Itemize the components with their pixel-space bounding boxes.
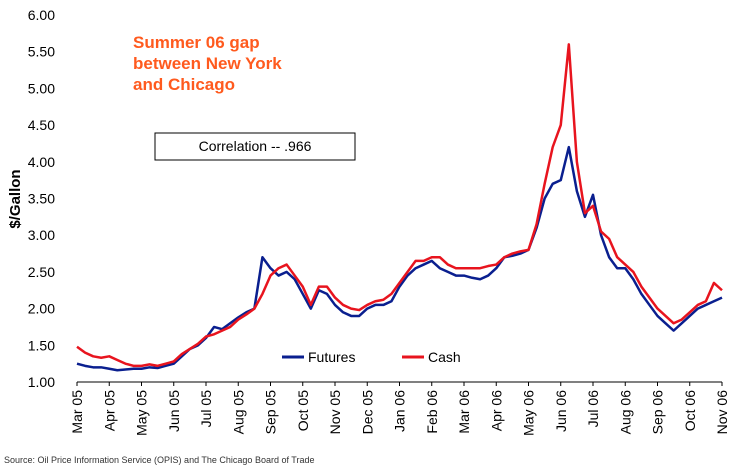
x-tick-label: Sep 05 (263, 390, 279, 435)
y-tick-label: 6.00 (28, 7, 55, 23)
x-tick-label: May 05 (134, 390, 150, 436)
x-tick-label: Apr 05 (101, 390, 117, 431)
x-tick-label: Jul 05 (198, 390, 214, 428)
x-tick-label: Jun 05 (166, 390, 182, 432)
y-tick-label: 3.00 (28, 227, 55, 243)
correlation-box (154, 132, 356, 161)
y-tick-label: 5.50 (28, 44, 55, 60)
annotation: Summer 06 gap (133, 33, 260, 52)
y-tick-label: 4.50 (28, 117, 55, 133)
x-tick-label: Mar 06 (456, 390, 472, 434)
y-tick-label: 4.00 (28, 154, 55, 170)
x-tick-label: Oct 05 (295, 390, 311, 431)
x-tick-label: Nov 05 (327, 390, 343, 435)
x-tick-label: Feb 06 (424, 390, 440, 434)
x-tick-label: Jul 06 (585, 390, 601, 428)
x-tick-label: Mar 05 (69, 390, 85, 434)
y-tick-label: 2.50 (28, 264, 55, 280)
correlation-text: Correlation -- .966 (199, 138, 312, 154)
y-tick-label: 3.50 (28, 191, 55, 207)
x-tick-label: Sep 06 (650, 390, 666, 435)
x-tick-label: Jun 06 (553, 390, 569, 432)
series-line (76, 145, 723, 372)
y-tick-label: 5.00 (28, 80, 55, 96)
source: Source: Oil Price Information Service (O… (4, 455, 314, 465)
x-tick-label: Apr 06 (488, 390, 504, 431)
y-tick-label: 1.00 (28, 374, 55, 390)
annotation: and Chicago (133, 75, 235, 94)
x-tick-label: Aug 05 (230, 390, 246, 435)
legend-label: Futures (308, 349, 355, 365)
x-tick-label: Nov 06 (714, 390, 730, 435)
x-tick-label: Jan 06 (392, 390, 408, 432)
legend-label: Cash (428, 349, 461, 365)
x-tick-label: May 06 (521, 390, 537, 436)
y-tick-label: 1.50 (28, 337, 55, 353)
series-line (76, 43, 723, 368)
y-tick-label: 2.00 (28, 301, 55, 317)
x-tick-label: Oct 06 (682, 390, 698, 431)
x-tick-label: Aug 06 (617, 390, 633, 435)
annotation: between New York (133, 54, 282, 73)
x-tick-label: Dec 05 (359, 390, 375, 435)
y-axis-label: $/Gallon (7, 169, 24, 228)
